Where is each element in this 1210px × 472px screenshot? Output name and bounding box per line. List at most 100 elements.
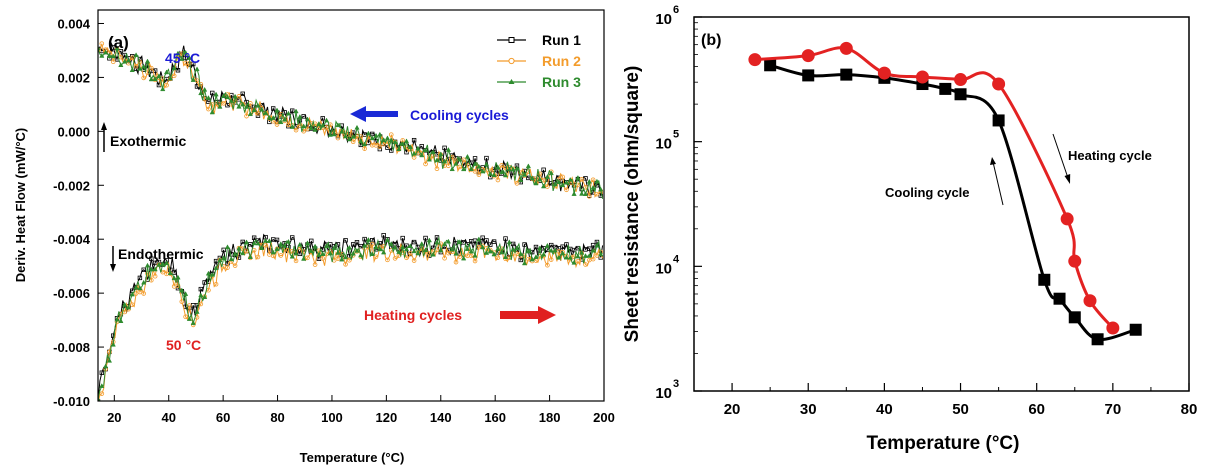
panel-b-label: (b): [701, 32, 721, 49]
run-3-marker: [194, 309, 200, 314]
run-3-marker: [335, 122, 341, 128]
run-2-marker: [133, 291, 139, 296]
down-arrow-head-icon: [110, 264, 116, 272]
heating-data-point: [992, 77, 1006, 91]
run-3-marker: [499, 249, 505, 255]
run-2-marker: [392, 256, 398, 261]
run-3-marker: [243, 103, 250, 109]
run-3-marker: [247, 254, 253, 259]
run-1-marker: [472, 156, 478, 161]
run-3-marker: [179, 56, 185, 61]
run-2-marker: [541, 177, 546, 183]
run-2-marker: [263, 242, 268, 248]
heating-data-point: [915, 70, 929, 84]
run-3-marker: [281, 242, 288, 248]
heating-data-point: [877, 66, 891, 80]
run-3-marker: [301, 123, 307, 129]
run-2-marker: [129, 55, 135, 61]
x-tick-label: 20: [724, 401, 741, 418]
run-3-marker: [122, 58, 128, 64]
run-2-marker: [476, 172, 482, 177]
run-3-marker: [327, 131, 333, 137]
run-2-marker: [476, 244, 482, 250]
run-3-marker: [133, 52, 139, 58]
y-tick-label: -0.006: [53, 286, 90, 301]
cooling-data-point: [1129, 323, 1142, 336]
run-2-marker: [96, 401, 100, 405]
x-tick-label: 20: [107, 410, 121, 425]
run-3-marker: [156, 261, 162, 267]
run-3-marker: [563, 179, 570, 185]
x-tick-label: 100: [321, 410, 343, 425]
run-2-marker: [411, 258, 417, 263]
x-tick-label: 50: [952, 401, 969, 418]
run-3-marker: [461, 166, 467, 172]
y-tick-label-base: 10: [655, 136, 672, 153]
run-3-marker: [544, 174, 551, 179]
run-3-marker: [179, 287, 185, 293]
run-1-marker: [240, 239, 245, 245]
red-right-arrow-icon: [500, 306, 556, 324]
run-2-marker: [187, 303, 192, 308]
run-1-marker: [419, 144, 424, 149]
x-tick-label: 60: [1028, 401, 1045, 418]
run-2-marker: [411, 155, 417, 160]
run-3-marker: [118, 62, 124, 68]
run-3-marker: [377, 246, 383, 252]
run-3-marker: [388, 137, 394, 143]
run-1-marker: [297, 251, 303, 257]
run-3-marker: [240, 250, 246, 256]
panel-a-y-axis-title: Deriv. Heat Flow (mW/°C): [13, 128, 28, 282]
run-3-marker: [346, 244, 352, 250]
y-tick-label: 0.000: [57, 124, 90, 139]
run-1-marker: [301, 114, 306, 119]
run-1-marker: [290, 108, 295, 113]
run-1-marker: [175, 68, 181, 73]
run-2-marker: [545, 262, 550, 268]
legend-label-run-2: Run 2: [542, 53, 581, 69]
run-2-marker: [305, 255, 310, 261]
run-3-marker: [525, 163, 531, 169]
x-tick-label: 80: [1181, 401, 1198, 418]
cooling-data-point: [1038, 273, 1051, 286]
y-tick-label-exponent: 3: [673, 378, 679, 390]
run-2-marker: [343, 262, 348, 267]
run-3-marker: [419, 241, 425, 246]
run-3-marker: [304, 240, 311, 246]
run-3-marker: [365, 130, 372, 136]
run-3-marker: [491, 251, 497, 257]
run-2-marker: [575, 258, 581, 264]
run-1-marker: [274, 237, 280, 243]
run-3-marker: [548, 247, 554, 253]
run-3-marker: [499, 169, 505, 175]
run-3-marker: [472, 252, 478, 258]
run-1-marker: [251, 235, 257, 240]
x-tick-label: 160: [484, 410, 506, 425]
run-1-marker: [141, 267, 146, 272]
run-3-marker: [342, 254, 349, 260]
heating-fit-line: [754, 46, 1114, 329]
run-3-marker: [567, 176, 573, 182]
run-3-marker: [274, 107, 280, 113]
run-3-marker: [224, 244, 231, 250]
run-3-marker: [350, 133, 356, 139]
run-3-marker: [137, 65, 143, 71]
down-arrow-icon: [1052, 133, 1069, 179]
run-3-marker: [468, 248, 474, 254]
run-1-marker: [560, 244, 565, 249]
run-1-marker: [442, 145, 447, 151]
run-3-marker: [445, 147, 452, 152]
heating-data-point: [954, 73, 968, 87]
run-2-marker: [571, 254, 577, 260]
run-3-marker: [293, 108, 299, 114]
panel-b-curves: [748, 41, 1142, 346]
run-1-marker: [564, 242, 569, 247]
up-arrow-head-icon: [101, 122, 107, 130]
run-3-marker: [518, 251, 524, 257]
run-1-marker: [411, 239, 417, 245]
run-2-marker: [583, 262, 588, 267]
run-3-marker: [525, 248, 531, 254]
run-3-marker: [586, 253, 592, 258]
run-3-marker: [407, 243, 413, 249]
